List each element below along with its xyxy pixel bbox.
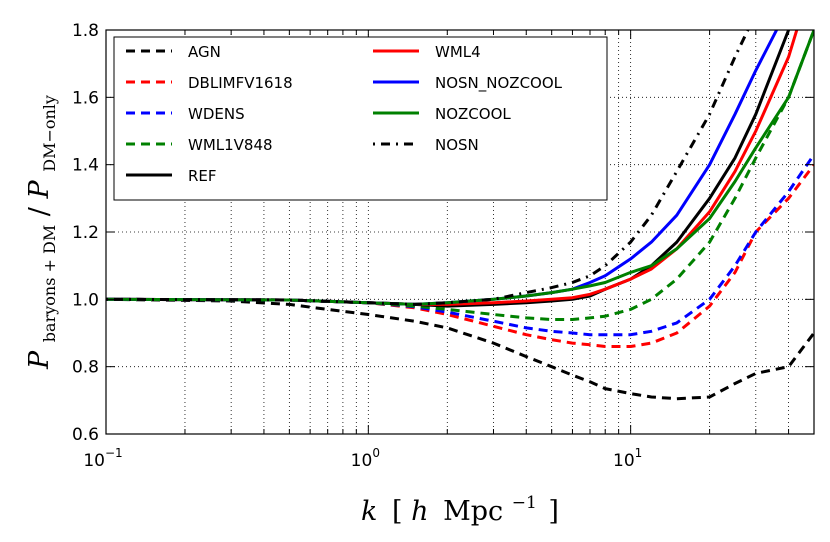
x-axis-title-h: h	[411, 496, 428, 527]
series-line-agn	[106, 297, 814, 401]
legend-label-nozcool: NOZCOOL	[435, 105, 511, 123]
y-axis-title-sub1: baryons + DM	[40, 225, 59, 342]
x-tick-label: 10−1	[83, 446, 122, 471]
y-axis-title-slash: /	[24, 206, 55, 216]
y-axis-title-sub2: DM−only	[40, 95, 59, 172]
x-tick-label-base: 10	[351, 451, 373, 471]
series-line-nosn	[106, 30, 750, 306]
x-axis-title-open: [	[392, 496, 403, 527]
axis-ticks	[105, 29, 815, 435]
legend: AGN DBLIMFV1618 WDENS WML1V848 REF WML4 NOSN_N…	[113, 36, 608, 201]
x-axis-title-unit: Mpc	[443, 496, 503, 527]
x-axis-title-close: ]	[548, 496, 559, 527]
legend-label-wml1v848: WML1V848	[188, 136, 273, 154]
legend-label-nosn: NOSN	[435, 136, 479, 154]
y-tick-label: 1.2	[72, 223, 99, 243]
y-axis-title-p1: P	[24, 350, 55, 370]
y-tick-label: 1.6	[72, 88, 99, 108]
y-tick-label: 0.8	[72, 358, 99, 378]
x-axis-title-k: k	[361, 496, 377, 527]
y-axis-title-p2: P	[24, 180, 55, 200]
x-tick-label: 101	[613, 446, 642, 471]
legend-label-dblimfv1618: DBLIMFV1618	[188, 74, 293, 92]
y-tick-label: 1.8	[72, 21, 99, 41]
legend-label-nosn-nozcool: NOSN_NOZCOOL	[435, 74, 563, 93]
legend-label-wml4: WML4	[435, 43, 481, 61]
legend-label-ref: REF	[188, 167, 217, 185]
x-tick-label-exp: 0	[372, 446, 380, 460]
series-layer	[106, 30, 814, 401]
series-line-wml1v848	[106, 30, 814, 321]
y-tick-label: 1.4	[72, 156, 99, 176]
x-tick-label-base: 10	[83, 451, 105, 471]
x-tick-label: 100	[351, 446, 380, 471]
y-tick-label: 1.0	[72, 290, 99, 310]
x-tick-label-base: 10	[613, 451, 635, 471]
y-tick-label: 0.6	[72, 425, 99, 445]
legend-box	[113, 36, 608, 201]
x-axis-title-exp: −1	[512, 493, 537, 513]
legend-label-wdens: WDENS	[188, 105, 245, 123]
x-axis-title: k [ h Mpc −1 ]	[361, 484, 559, 527]
x-tick-label-exp: 1	[635, 446, 643, 460]
y-axis-title: P baryons + DM / P DM−only	[24, 95, 62, 370]
legend-label-agn: AGN	[188, 43, 221, 61]
x-tick-label-exp: −1	[105, 446, 123, 460]
